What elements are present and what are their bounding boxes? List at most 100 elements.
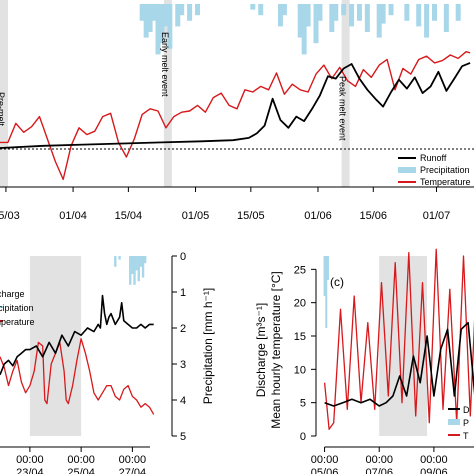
legend-label: D — [463, 405, 470, 415]
legend-label: T — [463, 431, 469, 441]
legend-label: Temperature — [420, 177, 471, 187]
event-band — [163, 0, 172, 187]
precip-bar — [333, 4, 339, 21]
precip-bar — [323, 256, 326, 296]
precip-bar — [424, 4, 430, 38]
precip-bar — [376, 4, 382, 38]
precip-bar — [114, 256, 117, 267]
y-tick-label: 0 — [300, 431, 306, 443]
precip-bar — [187, 4, 193, 21]
precip-bar — [364, 4, 370, 32]
panel-b: Discharge Precipitation Temperature 00:0023… — [0, 251, 215, 474]
precip-bar — [281, 4, 287, 16]
precip-bar — [129, 256, 132, 285]
precip-bar — [432, 4, 437, 21]
y2-tick-label: 0 — [180, 251, 186, 263]
y2-tick-label: 4 — [180, 395, 186, 407]
precip-bar — [137, 256, 140, 282]
precip-bar — [404, 4, 410, 21]
precip-bar — [455, 4, 461, 21]
precip-bar — [163, 4, 169, 27]
legend-label: Temperature — [0, 317, 35, 327]
y-tick-label: 5 — [300, 398, 306, 410]
event-label: Pre-melt — [0, 92, 6, 127]
legend-label: Runoff — [420, 153, 447, 163]
precip-bar — [325, 256, 328, 328]
event-band — [0, 0, 8, 187]
precip-bar — [258, 4, 264, 16]
legend-label: Precipitation — [420, 165, 470, 175]
y2-tick-label: 5 — [180, 431, 186, 443]
x-tick-label: 00:00 07/06 — [365, 454, 393, 474]
precip-bar — [349, 4, 355, 27]
precip-bar — [388, 4, 394, 16]
x-tick-label: 00:00 27/04 — [119, 454, 147, 474]
legend-swatch — [448, 419, 460, 425]
precip-bar — [139, 4, 145, 21]
precip-bar — [155, 4, 161, 55]
precip-bar — [133, 256, 136, 285]
precip-bar — [356, 4, 362, 21]
y2-tick-label: 2 — [180, 323, 186, 335]
precip-bar — [118, 256, 121, 260]
precip-bar — [167, 4, 173, 49]
x-tick-label: 00:00 25/04 — [67, 454, 95, 474]
precip-bar — [131, 256, 134, 274]
y-tick-label: 20 — [294, 298, 306, 310]
precip-bar — [151, 4, 157, 21]
x-tick-label: 15/05 — [237, 210, 265, 222]
precip-bar — [341, 4, 347, 16]
y2-axis-label: Precipitation [mm h⁻¹] — [201, 288, 215, 404]
precip-bar — [139, 256, 143, 267]
precip-bar — [135, 256, 138, 271]
panel-tag: (c) — [330, 275, 344, 289]
precip-bar — [179, 4, 185, 16]
event-label: Peak melt event — [338, 76, 348, 141]
precip-bar — [277, 4, 283, 27]
y-tick-label: 15 — [294, 331, 306, 343]
precip-bar — [143, 256, 147, 264]
top-panel: Pre-melt Early melt event Peak melt event 1… — [0, 0, 474, 222]
x-tick-label: 15/03 — [0, 210, 20, 222]
y2-tick-label: 3 — [180, 359, 186, 371]
precip-bar — [301, 4, 307, 55]
precip-bar — [143, 4, 149, 38]
x-tick-label: 01/04 — [59, 210, 87, 222]
panel-c: (c) 0 5 10 15 20 25 00:00 05/06 00:00 07/06 00:00 09… — [254, 248, 474, 474]
precip-bar — [141, 256, 145, 278]
runoff-line — [0, 62, 471, 149]
x-tick-label: 01/07 — [423, 210, 451, 222]
precip-bar — [195, 4, 200, 16]
x-tick-label: 00:00 05/06 — [311, 454, 339, 474]
legend-label: Precipitation — [0, 303, 34, 313]
precip-bar — [443, 4, 449, 32]
precip-bar — [297, 4, 303, 38]
x-tick-label: 00:00 23/04 — [16, 454, 44, 474]
x-tick-label: 01/05 — [182, 210, 210, 222]
precip-bar — [317, 4, 323, 21]
y-tick-label: 25 — [294, 264, 306, 276]
y-axis-label: Discharge [m³s⁻¹]Mean hourly temperature… — [254, 271, 283, 429]
legend-label: P — [463, 418, 469, 428]
discharge-line — [324, 321, 474, 407]
y-tick-label: 10 — [294, 364, 306, 376]
x-tick-label: 15/06 — [360, 210, 388, 222]
precip-bar — [416, 4, 422, 27]
legend-swatch — [398, 167, 416, 173]
discharge-line — [0, 294, 154, 376]
precip-bar — [380, 4, 386, 24]
precip-bar — [329, 4, 335, 32]
event-label: Early melt event — [160, 32, 170, 97]
y2-tick-label: 1 — [180, 287, 186, 299]
legend-label: Discharge — [0, 289, 25, 299]
precip-bar — [175, 4, 181, 27]
precip-bar — [250, 4, 256, 10]
precip-bar — [326, 256, 329, 280]
x-tick-label: 00:00 09/06 — [420, 454, 448, 474]
precip-bar — [305, 4, 311, 27]
temperature-line — [0, 338, 155, 415]
event-band — [341, 0, 350, 187]
x-tick-label: 15/04 — [115, 210, 143, 222]
x-tick-label: 01/06 — [304, 210, 332, 222]
